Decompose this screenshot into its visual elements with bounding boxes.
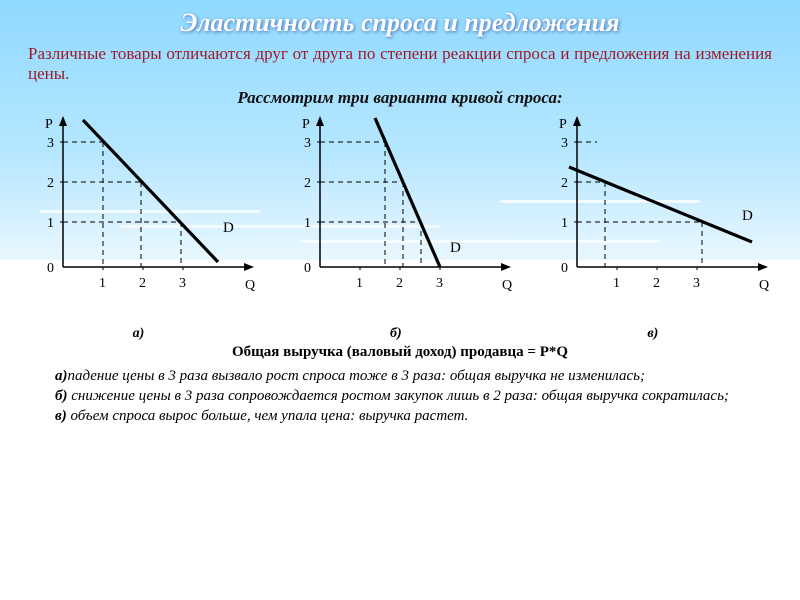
- svg-text:P: P: [559, 117, 567, 132]
- chart-a: PQ3210123Dа): [23, 112, 263, 342]
- svg-text:3: 3: [561, 136, 568, 151]
- page-title: Эластичность спроса и предложения: [10, 8, 790, 38]
- svg-text:0: 0: [304, 261, 311, 276]
- svg-text:1: 1: [47, 216, 54, 231]
- bullet-b: б) снижение цены в 3 раза сопровождается…: [28, 388, 772, 405]
- svg-text:Q: Q: [502, 278, 512, 293]
- intro-text: Различные товары отличаются друг от друг…: [0, 40, 800, 86]
- bullet-c: в) объем спроса вырос больше, чем упала …: [28, 408, 772, 425]
- bullets: а)падение цены в 3 раза вызвало рост спр…: [0, 363, 800, 434]
- svg-text:P: P: [302, 117, 310, 132]
- svg-text:0: 0: [561, 261, 568, 276]
- svg-text:Q: Q: [759, 278, 769, 293]
- svg-text:3: 3: [436, 276, 443, 291]
- svg-text:2: 2: [653, 276, 660, 291]
- svg-text:2: 2: [304, 176, 311, 191]
- svg-text:2: 2: [396, 276, 403, 291]
- svg-text:1: 1: [304, 216, 311, 231]
- svg-text:1: 1: [356, 276, 363, 291]
- svg-text:D: D: [223, 220, 234, 236]
- svg-text:D: D: [742, 208, 753, 224]
- bullet-a: а)падение цены в 3 раза вызвало рост спр…: [28, 368, 772, 385]
- svg-text:1: 1: [561, 216, 568, 231]
- svg-text:2: 2: [47, 176, 54, 191]
- title-block: Эластичность спроса и предложения: [0, 0, 800, 40]
- svg-text:3: 3: [304, 136, 311, 151]
- svg-text:3: 3: [47, 136, 54, 151]
- svg-text:3: 3: [179, 276, 186, 291]
- formula: Общая выручка (валовый доход) продавца =…: [0, 342, 800, 363]
- chart-b: PQ3210123Dб): [280, 112, 520, 342]
- svg-text:0: 0: [47, 261, 54, 276]
- svg-text:D: D: [450, 240, 461, 256]
- svg-text:2: 2: [139, 276, 146, 291]
- charts-row: PQ3210123Dа) PQ3210123Dб) PQ3210123Dв): [0, 112, 800, 342]
- svg-text:2: 2: [561, 176, 568, 191]
- svg-text:Q: Q: [245, 278, 255, 293]
- svg-text:P: P: [45, 117, 53, 132]
- svg-text:3: 3: [693, 276, 700, 291]
- chart-c: PQ3210123Dв): [537, 112, 777, 342]
- subtitle: Рассмотрим три варианта кривой спроса:: [0, 86, 800, 112]
- svg-text:1: 1: [613, 276, 620, 291]
- svg-text:1: 1: [99, 276, 106, 291]
